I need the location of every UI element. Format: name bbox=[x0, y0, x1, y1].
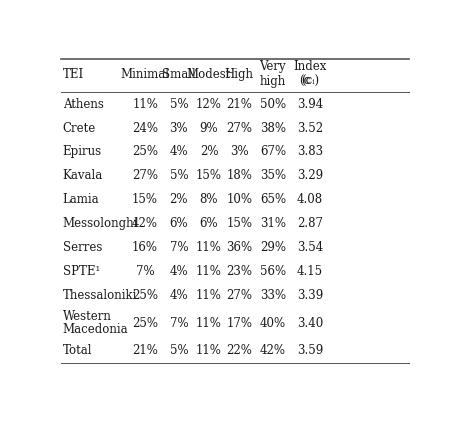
Text: SPTE¹: SPTE¹ bbox=[63, 265, 100, 278]
Text: Western: Western bbox=[63, 310, 111, 323]
Text: 11%: 11% bbox=[196, 317, 222, 330]
Text: 3.54: 3.54 bbox=[297, 241, 323, 254]
Text: 22%: 22% bbox=[226, 344, 252, 357]
Text: 5%: 5% bbox=[169, 170, 188, 182]
Text: Serres: Serres bbox=[63, 241, 102, 254]
Text: 23%: 23% bbox=[226, 265, 252, 278]
Text: 36%: 36% bbox=[226, 241, 252, 254]
Text: 24%: 24% bbox=[132, 121, 158, 135]
Text: Kavala: Kavala bbox=[63, 170, 103, 182]
Text: 15%: 15% bbox=[196, 170, 222, 182]
Text: Index: Index bbox=[294, 60, 327, 73]
Text: 11%: 11% bbox=[132, 98, 158, 111]
Text: 3.52: 3.52 bbox=[297, 121, 323, 135]
Text: (cᵢ): (cᵢ) bbox=[301, 75, 319, 88]
Text: 3%: 3% bbox=[169, 121, 188, 135]
Text: 2%: 2% bbox=[200, 146, 218, 158]
Text: Total: Total bbox=[63, 344, 92, 357]
Text: 4%: 4% bbox=[169, 146, 188, 158]
Text: 33%: 33% bbox=[260, 289, 286, 302]
Text: 3.59: 3.59 bbox=[297, 344, 323, 357]
Text: 11%: 11% bbox=[196, 344, 222, 357]
Text: 25%: 25% bbox=[132, 146, 158, 158]
Text: Very: Very bbox=[260, 60, 286, 73]
Text: 12%: 12% bbox=[196, 98, 222, 111]
Text: 25%: 25% bbox=[132, 317, 158, 330]
Text: Modest: Modest bbox=[187, 68, 231, 81]
Text: 21%: 21% bbox=[132, 344, 158, 357]
Text: Crete: Crete bbox=[63, 121, 96, 135]
Text: 7%: 7% bbox=[169, 241, 188, 254]
Text: Minimal: Minimal bbox=[120, 68, 169, 81]
Text: Macedonia: Macedonia bbox=[63, 323, 128, 336]
Text: 27%: 27% bbox=[226, 121, 252, 135]
Text: 8%: 8% bbox=[200, 193, 218, 206]
Text: High: High bbox=[225, 68, 254, 81]
Text: 29%: 29% bbox=[260, 241, 286, 254]
Text: 18%: 18% bbox=[226, 170, 252, 182]
Text: Messolonghi: Messolonghi bbox=[63, 217, 138, 230]
Text: 4%: 4% bbox=[169, 265, 188, 278]
Text: 35%: 35% bbox=[260, 170, 286, 182]
Text: 38%: 38% bbox=[260, 121, 286, 135]
Text: 65%: 65% bbox=[260, 193, 286, 206]
Text: 9%: 9% bbox=[200, 121, 218, 135]
Text: high: high bbox=[260, 75, 286, 88]
Text: 25%: 25% bbox=[132, 289, 158, 302]
Text: 2.87: 2.87 bbox=[297, 217, 323, 230]
Text: 7%: 7% bbox=[169, 317, 188, 330]
Text: 4.15: 4.15 bbox=[297, 265, 323, 278]
Text: 3%: 3% bbox=[230, 146, 249, 158]
Text: 11%: 11% bbox=[196, 265, 222, 278]
Text: Thessaloniki: Thessaloniki bbox=[63, 289, 137, 302]
Text: 6%: 6% bbox=[200, 217, 218, 230]
Text: 5%: 5% bbox=[169, 344, 188, 357]
Text: 16%: 16% bbox=[132, 241, 158, 254]
Text: 27%: 27% bbox=[132, 170, 158, 182]
Text: 21%: 21% bbox=[226, 98, 252, 111]
Text: 15%: 15% bbox=[226, 217, 252, 230]
Text: 11%: 11% bbox=[196, 289, 222, 302]
Text: 3.83: 3.83 bbox=[297, 146, 323, 158]
Text: 2%: 2% bbox=[169, 193, 188, 206]
Text: 4.08: 4.08 bbox=[297, 193, 323, 206]
Text: 6%: 6% bbox=[169, 217, 188, 230]
Text: 42%: 42% bbox=[132, 217, 158, 230]
Text: 7%: 7% bbox=[136, 265, 154, 278]
Text: Athens: Athens bbox=[63, 98, 104, 111]
Text: 3.40: 3.40 bbox=[297, 317, 323, 330]
Text: Epirus: Epirus bbox=[63, 146, 102, 158]
Text: 50%: 50% bbox=[260, 98, 286, 111]
Text: 3.39: 3.39 bbox=[297, 289, 323, 302]
Text: 15%: 15% bbox=[132, 193, 158, 206]
Text: 11%: 11% bbox=[196, 241, 222, 254]
Text: 56%: 56% bbox=[260, 265, 286, 278]
Text: 42%: 42% bbox=[260, 344, 286, 357]
Text: TEI: TEI bbox=[63, 68, 84, 81]
Text: Small: Small bbox=[162, 68, 196, 81]
Text: 3.29: 3.29 bbox=[297, 170, 323, 182]
Text: Lamia: Lamia bbox=[63, 193, 99, 206]
Text: 10%: 10% bbox=[226, 193, 252, 206]
Text: 4%: 4% bbox=[169, 289, 188, 302]
Text: 67%: 67% bbox=[260, 146, 286, 158]
Text: 17%: 17% bbox=[226, 317, 252, 330]
Text: (c: (c bbox=[299, 75, 310, 88]
Text: 3.94: 3.94 bbox=[297, 98, 323, 111]
Text: 31%: 31% bbox=[260, 217, 286, 230]
Text: 5%: 5% bbox=[169, 98, 188, 111]
Text: 40%: 40% bbox=[260, 317, 286, 330]
Text: 27%: 27% bbox=[226, 289, 252, 302]
